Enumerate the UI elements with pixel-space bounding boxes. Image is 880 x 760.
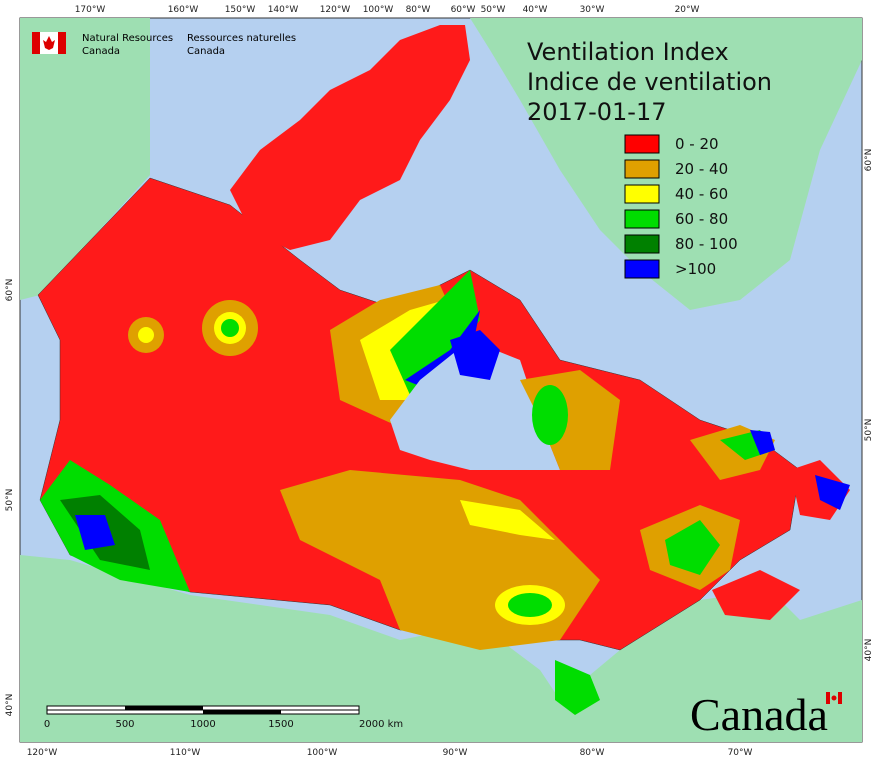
legend-label: 0 - 20 xyxy=(675,135,719,153)
logo: Natural Resources Canada Ressources natu… xyxy=(32,32,296,57)
latitude-label: 50°N xyxy=(5,489,15,512)
date: 2017-01-17 xyxy=(527,98,666,126)
legend-swatch xyxy=(624,259,660,279)
zone-blue xyxy=(750,430,775,455)
scale-segment xyxy=(203,710,281,714)
latitude-label: 50°N xyxy=(864,419,874,442)
zone-green xyxy=(555,660,600,715)
latitude-label: 40°N xyxy=(864,639,874,662)
alaska xyxy=(20,18,150,300)
title: Indice de ventilation xyxy=(527,68,772,96)
longitude-label: 70°W xyxy=(728,748,753,758)
agency-en: Canada xyxy=(82,46,120,57)
flag-bar xyxy=(58,32,66,54)
legend-swatch xyxy=(624,159,660,179)
title: Ventilation Index xyxy=(527,38,729,66)
zone-yellow xyxy=(138,327,154,343)
maple-leaf xyxy=(43,36,55,50)
longitude-label: 170°W xyxy=(75,5,106,15)
agency-fr: Ressources naturelles xyxy=(187,33,296,44)
zone-blue xyxy=(405,310,480,390)
zone-green xyxy=(508,593,552,617)
longitude-label: 160°W xyxy=(168,5,199,15)
scale-label: 0 xyxy=(44,719,50,730)
legend-swatch xyxy=(624,184,660,204)
longitude-label: 40°W xyxy=(523,5,548,15)
longitude-label: 80°W xyxy=(580,748,605,758)
scale-label: 2000 km xyxy=(359,719,403,730)
zone-blue xyxy=(815,475,850,510)
longitude-label: 100°W xyxy=(307,748,338,758)
longitude-label: 120°W xyxy=(27,748,58,758)
legend-label: 80 - 100 xyxy=(675,235,738,253)
latitude-label: 60°N xyxy=(5,279,15,302)
legend-swatch xyxy=(624,234,660,254)
flag-bar xyxy=(826,692,830,704)
scale-segment xyxy=(125,706,203,710)
hudson-bay xyxy=(390,340,560,470)
longitude-label: 140°W xyxy=(268,5,299,15)
flag-bar xyxy=(32,32,40,54)
legend-label: 40 - 60 xyxy=(675,185,728,203)
maple-leaf xyxy=(831,695,837,701)
agency-fr: Canada xyxy=(187,46,225,57)
longitude-label: 20°W xyxy=(675,5,700,15)
legend-swatch xyxy=(624,209,660,229)
maritimes xyxy=(712,570,800,620)
greenland xyxy=(470,18,862,310)
longitude-label: 100°W xyxy=(363,5,394,15)
longitude-label: 50°W xyxy=(481,5,506,15)
zone-green xyxy=(532,385,568,445)
arctic-islands xyxy=(230,25,470,250)
canada-wordmark: Canada xyxy=(690,689,828,740)
longitude-label: 60°W xyxy=(451,5,476,15)
united-states xyxy=(20,555,862,742)
zone-blue xyxy=(450,330,500,380)
map-frame xyxy=(19,17,863,743)
legend-label: 20 - 40 xyxy=(675,160,728,178)
agency-en: Natural Resources xyxy=(82,33,173,44)
zone-yellow xyxy=(460,500,555,540)
latitude-label: 60°N xyxy=(864,149,874,172)
longitude-label: 120°W xyxy=(320,5,351,15)
wordmark: Canada xyxy=(690,689,842,740)
zone-green xyxy=(665,520,720,575)
longitude-label: 110°W xyxy=(170,748,201,758)
latitude-label: 40°N xyxy=(5,694,15,717)
scale-bar xyxy=(46,705,360,715)
scale-label: 1000 xyxy=(190,719,215,730)
legend-label: >100 xyxy=(675,260,716,278)
longitude-label: 150°W xyxy=(225,5,256,15)
legend-label: 60 - 80 xyxy=(675,210,728,228)
zone-green xyxy=(221,319,239,337)
zone-blue xyxy=(75,515,115,550)
zone-green xyxy=(390,270,480,395)
longitude-label: 90°W xyxy=(443,748,468,758)
longitude-label: 30°W xyxy=(580,5,605,15)
longitude-label: 80°W xyxy=(406,5,431,15)
scale-label: 1500 xyxy=(268,719,293,730)
flag-bar xyxy=(838,692,842,704)
scale-label: 500 xyxy=(115,719,134,730)
legend-swatch xyxy=(624,134,660,154)
